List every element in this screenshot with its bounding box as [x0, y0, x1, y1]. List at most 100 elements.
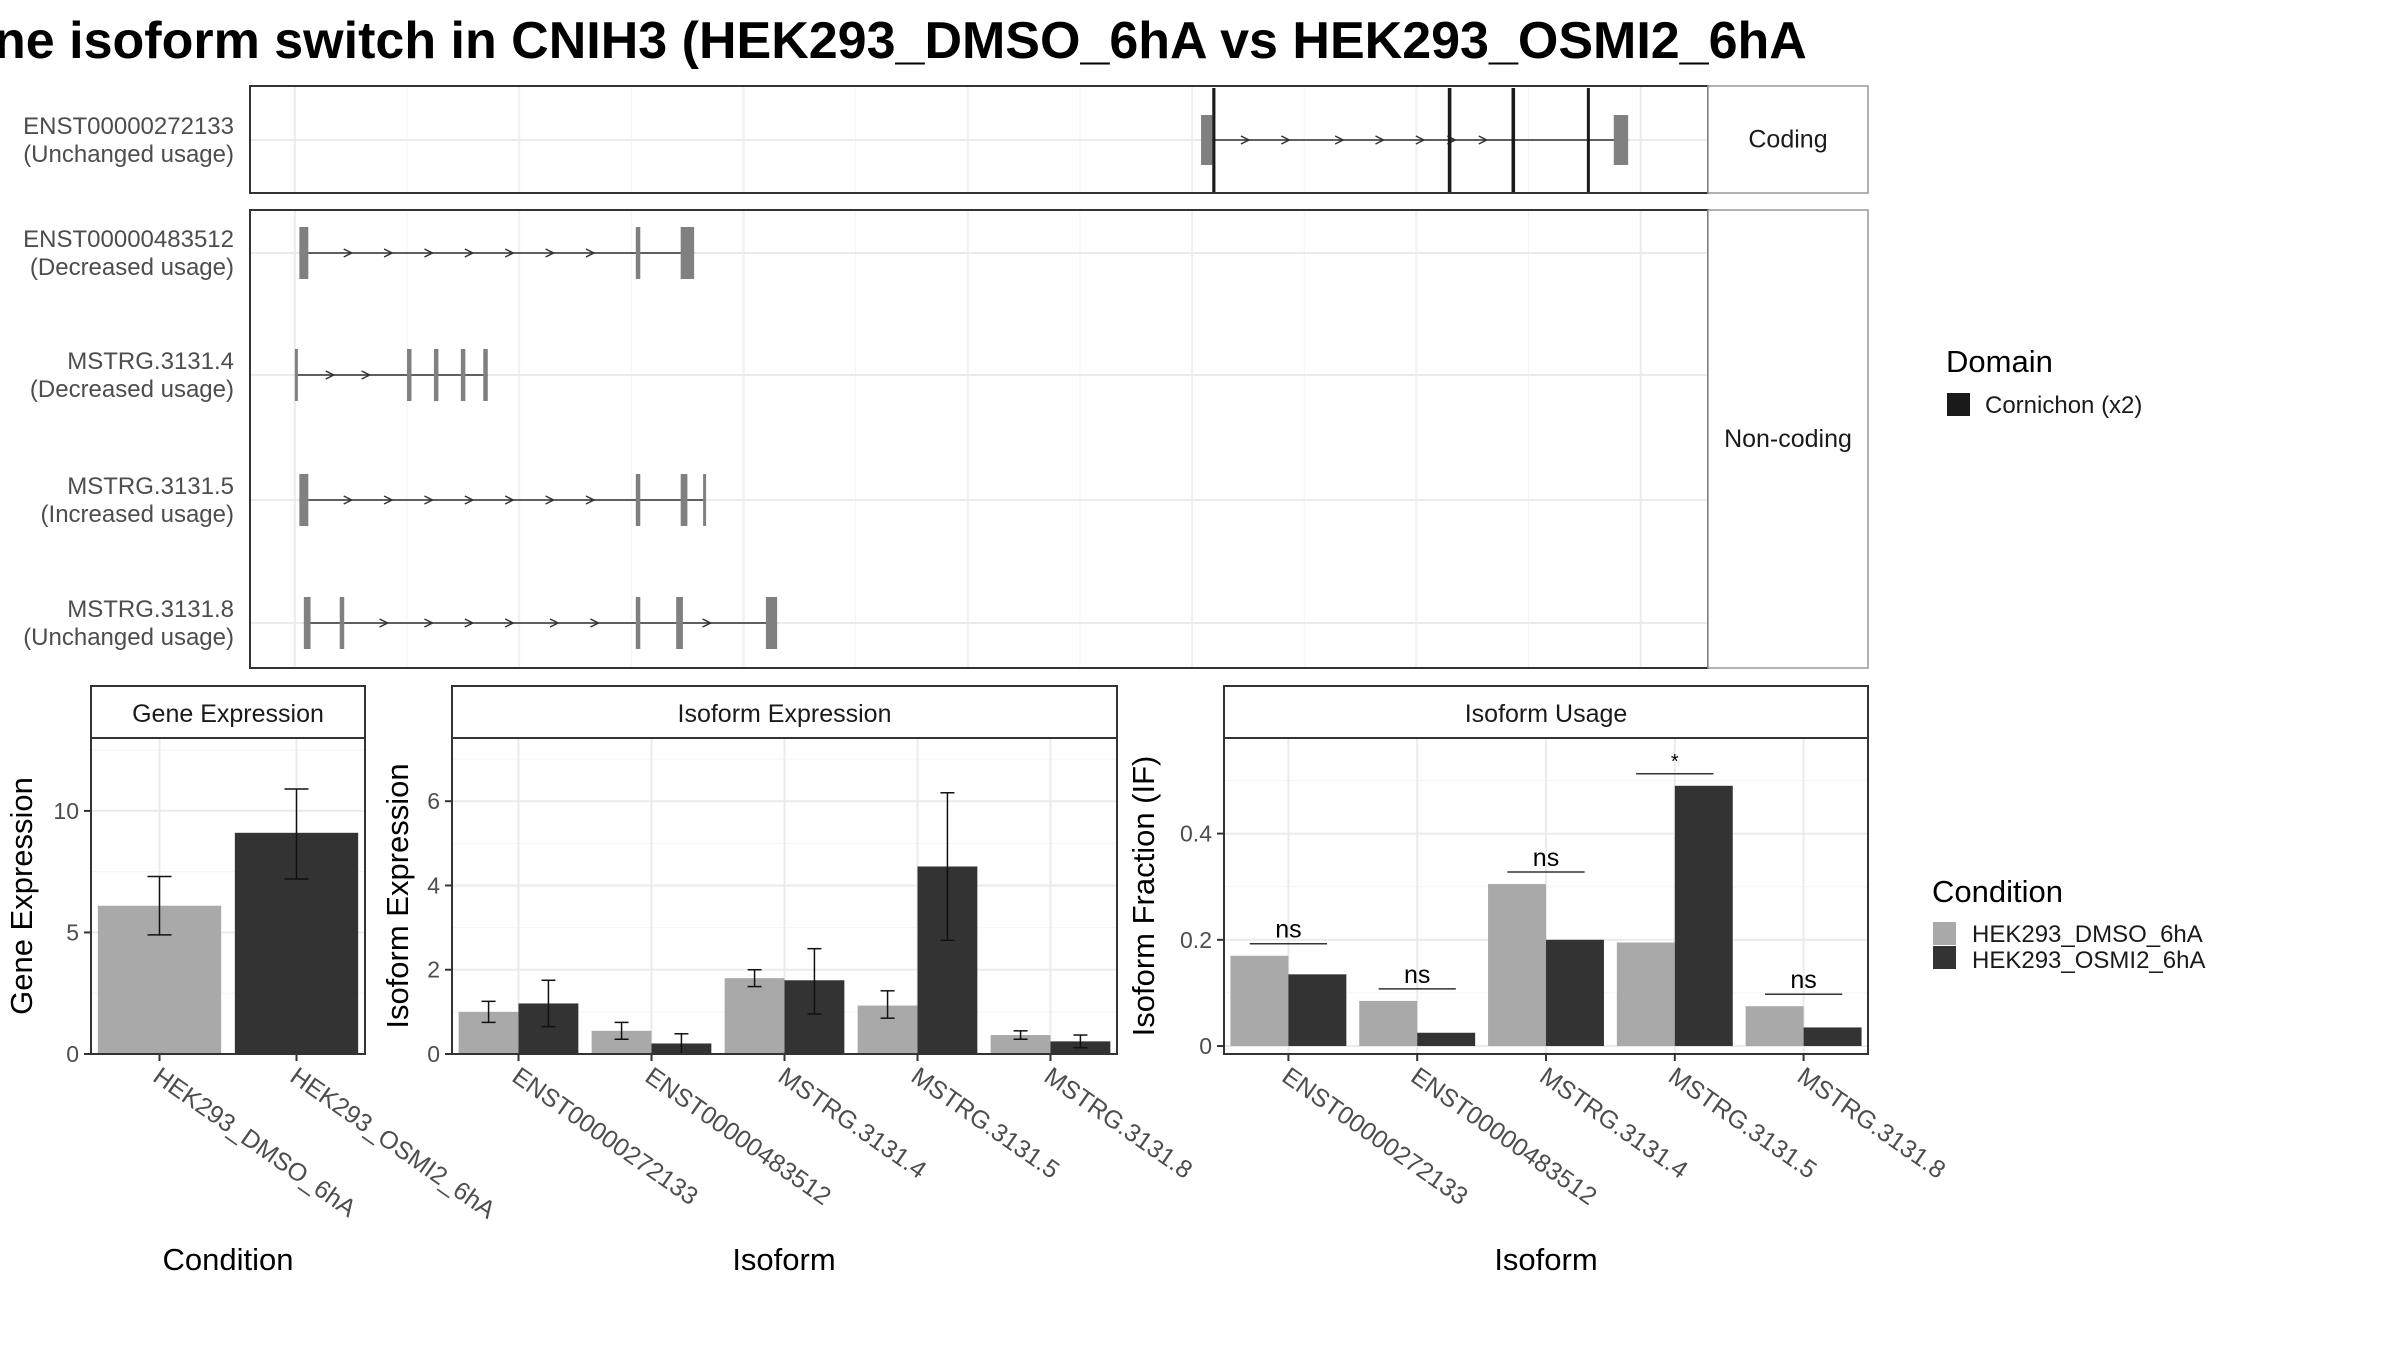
panel-strip — [1223, 685, 1869, 739]
transcript-usage-label: (Decreased usage) — [30, 254, 234, 281]
x-tick-label: MSTRG.3131.8 — [1039, 1062, 1197, 1185]
exon — [1613, 115, 1629, 165]
exon — [676, 597, 683, 649]
y-tick-label: 0 — [427, 1041, 440, 1067]
panel-border — [90, 737, 366, 1055]
x-tick-label: MSTRG.3131.5 — [906, 1062, 1064, 1185]
y-tick-label: 0.4 — [1180, 821, 1212, 847]
bar — [591, 1030, 652, 1054]
strand-arrow — [1415, 135, 1426, 145]
panel-strip — [90, 685, 366, 739]
strand-arrow — [1240, 135, 1251, 145]
panel-title: Isoform Usage — [1465, 700, 1628, 728]
significance-label: ns — [1275, 916, 1301, 944]
y-tick-label: 6 — [427, 788, 440, 814]
bar — [1488, 884, 1546, 1047]
strand-arrow — [504, 618, 515, 628]
y-tick-label: 10 — [53, 798, 79, 824]
strand-arrow — [424, 248, 435, 258]
panel-title: Isoform Expression — [678, 700, 892, 728]
strand-arrow — [383, 248, 394, 258]
transcript-usage-label: (Unchanged usage) — [23, 624, 234, 651]
domain-exon — [1586, 88, 1590, 192]
strand-arrow — [424, 618, 435, 628]
transcript-usage-label: (Increased usage) — [41, 501, 234, 528]
significance-label: * — [1671, 751, 1679, 773]
strand-arrow — [549, 618, 560, 628]
condition-legend-swatch-dmso — [1933, 922, 1956, 945]
strand-arrow — [504, 495, 515, 505]
x-axis-title: Condition — [163, 1242, 294, 1277]
strand-arrow — [1478, 135, 1489, 145]
strand-arrow — [1280, 135, 1291, 145]
panel-strip — [451, 685, 1118, 739]
strand-arrow — [464, 248, 475, 258]
strand-arrow — [379, 618, 390, 628]
exon — [407, 349, 412, 401]
bar — [1288, 974, 1347, 1047]
strand-arrow — [545, 495, 556, 505]
y-axis-title: Isoform Expression — [380, 763, 415, 1028]
exon — [680, 227, 695, 279]
bar — [1230, 955, 1289, 1047]
y-tick-label: 4 — [427, 872, 440, 898]
strand-arrow — [383, 495, 394, 505]
strand-arrow — [464, 618, 475, 628]
condition-legend-label: HEK293_DMSO_6hA — [1972, 921, 2203, 948]
condition-legend-title: Condition — [1932, 874, 2063, 909]
strand-arrow — [361, 370, 372, 380]
exon — [765, 597, 778, 649]
exon — [635, 474, 641, 526]
strand-arrow — [464, 495, 475, 505]
bar — [1674, 785, 1733, 1047]
exon — [299, 227, 309, 279]
y-tick-label: 0 — [66, 1041, 79, 1067]
strand-arrow — [424, 495, 435, 505]
exon — [635, 597, 641, 649]
transcript-id-label: MSTRG.3131.8 — [67, 596, 234, 623]
y-axis-title: Gene Expression — [4, 777, 39, 1015]
exon — [339, 597, 345, 649]
x-axis-title: Isoform — [732, 1242, 835, 1277]
condition-legend-swatch-osmi — [1933, 946, 1956, 969]
domain-legend-swatch — [1947, 393, 1970, 416]
significance-label: ns — [1404, 961, 1430, 989]
facet-strip — [1707, 209, 1869, 669]
transcript-usage-label: (Unchanged usage) — [23, 141, 234, 168]
figure-title: ne isoform switch in CNIH3 (HEK293_DMSO_… — [0, 12, 1807, 70]
strand-arrow — [325, 370, 336, 380]
x-axis-title: Isoform — [1494, 1242, 1597, 1277]
bar — [1546, 939, 1604, 1047]
transcript-usage-label: (Decreased usage) — [30, 376, 234, 403]
facet-strip-label: Non-coding — [1724, 425, 1852, 453]
exon — [703, 474, 707, 526]
strand-arrow — [585, 495, 596, 505]
exon — [1201, 115, 1213, 165]
bar — [1745, 1006, 1804, 1047]
strand-arrow — [702, 618, 713, 628]
bar — [1616, 942, 1675, 1047]
exon — [635, 227, 641, 279]
strand-arrow — [343, 248, 354, 258]
bar — [1417, 1032, 1476, 1047]
transcript-id-label: MSTRG.3131.5 — [67, 473, 234, 500]
facet-strip — [1707, 85, 1869, 194]
bar — [724, 978, 785, 1054]
significance-label: ns — [1533, 844, 1559, 872]
transcript-id-label: ENST00000483512 — [23, 226, 234, 253]
bar-panels: Gene Expression0510HEK293_DMSO_6hAHEK293… — [4, 685, 1950, 1277]
exon — [433, 349, 439, 401]
gene-structure-panel: CodingNon-codingENST00000272133(Unchange… — [23, 85, 1869, 669]
domain-exon — [1447, 88, 1452, 192]
transcript-id-label: MSTRG.3131.4 — [67, 348, 234, 375]
facet-strip-label: Coding — [1748, 126, 1827, 154]
domain-legend-title: Domain — [1946, 344, 2053, 379]
strand-arrow — [1334, 135, 1345, 145]
exon — [294, 349, 298, 401]
domain-exon — [1511, 88, 1516, 192]
exon — [483, 349, 488, 401]
strand-arrow — [585, 248, 596, 258]
condition-legend-label: HEK293_OSMI2_6hA — [1972, 947, 2205, 974]
bar — [990, 1035, 1051, 1054]
